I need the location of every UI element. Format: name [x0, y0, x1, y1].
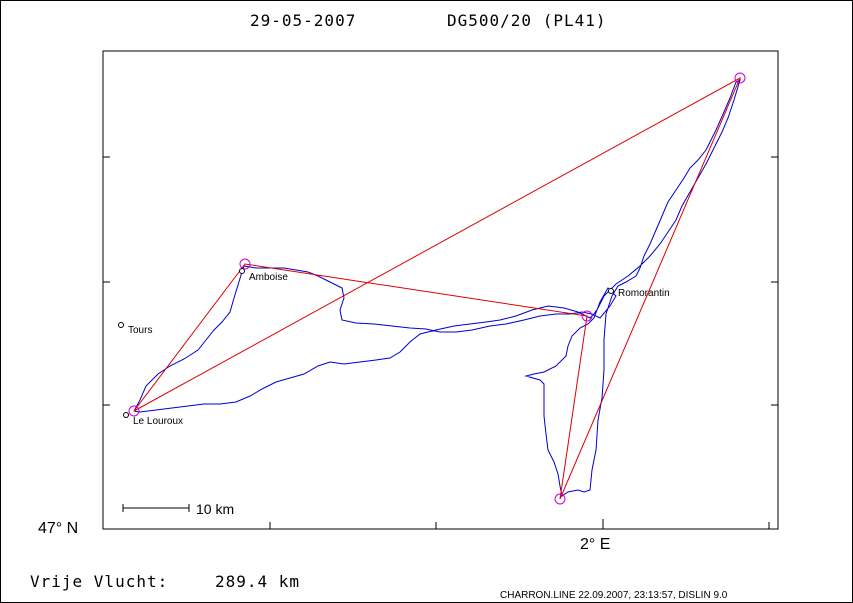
axis-ticks	[103, 156, 778, 530]
town-marker-tours	[118, 322, 124, 328]
turnpoint-amboise	[239, 258, 251, 270]
turnpoint-romorantin	[581, 310, 593, 322]
turnpoints	[128, 72, 746, 505]
scale-bar-label: 10 km	[196, 501, 234, 517]
town-markers	[118, 268, 614, 418]
glider-id: DG500/20 (PL41)	[447, 11, 607, 30]
distance-value: 289.4 km	[215, 572, 300, 591]
turnpoint-start	[128, 405, 140, 417]
footer-credit: CHARRON.LINE 22.09.2007, 23:13:57, DISLI…	[500, 590, 728, 601]
plot-frame	[102, 50, 779, 530]
town-label-le-louroux: Le Louroux	[133, 416, 183, 427]
town-label-tours: Tours	[128, 325, 152, 336]
scale-bar	[122, 504, 190, 512]
town-label-romorantin: Romorantin	[618, 288, 670, 299]
town-label-amboise: Amboise	[249, 272, 288, 283]
turnpoint-south	[554, 493, 566, 505]
longitude-label: 2° E	[580, 536, 610, 553]
task-line	[133, 76, 742, 500]
flight-date: 29-05-2007	[250, 11, 356, 30]
latitude-label: 47° N	[38, 520, 78, 537]
distance-label: Vrije Vlucht:	[30, 572, 168, 591]
turnpoint-northeast	[734, 72, 746, 84]
town-marker-romorantin	[608, 288, 614, 294]
town-marker-amboise	[239, 268, 245, 274]
town-marker-le-louroux	[123, 412, 129, 418]
flight-track	[133, 79, 741, 497]
